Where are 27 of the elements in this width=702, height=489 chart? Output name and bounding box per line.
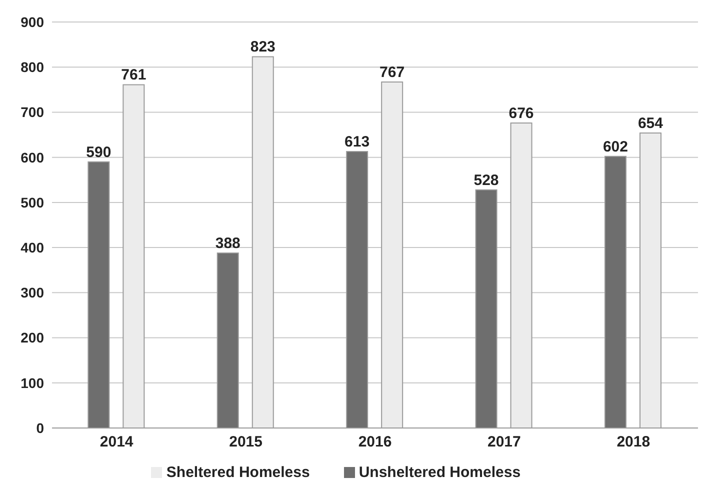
data-label: 823 — [250, 38, 276, 56]
y-tick-label: 400 — [20, 240, 44, 256]
x-tick-label: 2014 — [100, 434, 134, 451]
y-tick-label: 0 — [36, 420, 44, 436]
y-tick-label: 900 — [20, 14, 44, 30]
x-tick-label: 2015 — [229, 434, 262, 451]
x-tick-label: 2018 — [616, 434, 650, 451]
data-label: 654 — [638, 114, 664, 132]
legend-label: Unsheltered Homeless — [358, 464, 521, 481]
y-tick-label: 300 — [20, 284, 44, 301]
data-label: 388 — [215, 234, 240, 252]
data-label: 767 — [380, 64, 405, 81]
data-label: 676 — [508, 105, 534, 122]
x-tick-label: 2016 — [358, 434, 392, 451]
y-tick-label: 100 — [20, 374, 44, 391]
data-label: 590 — [86, 144, 112, 161]
legend-label: Sheltered Homeless — [166, 464, 310, 481]
data-label: 602 — [602, 138, 628, 156]
y-tick-label: 800 — [20, 59, 44, 76]
y-tick-label: 500 — [20, 194, 44, 210]
y-tick-label: 200 — [20, 330, 44, 346]
x-tick-label: 2017 — [488, 434, 521, 451]
data-label: 528 — [474, 172, 499, 189]
data-label: 613 — [344, 133, 370, 150]
y-tick-label: 700 — [20, 104, 44, 120]
y-tick-label: 600 — [20, 149, 44, 166]
data-label: 761 — [121, 66, 146, 84]
